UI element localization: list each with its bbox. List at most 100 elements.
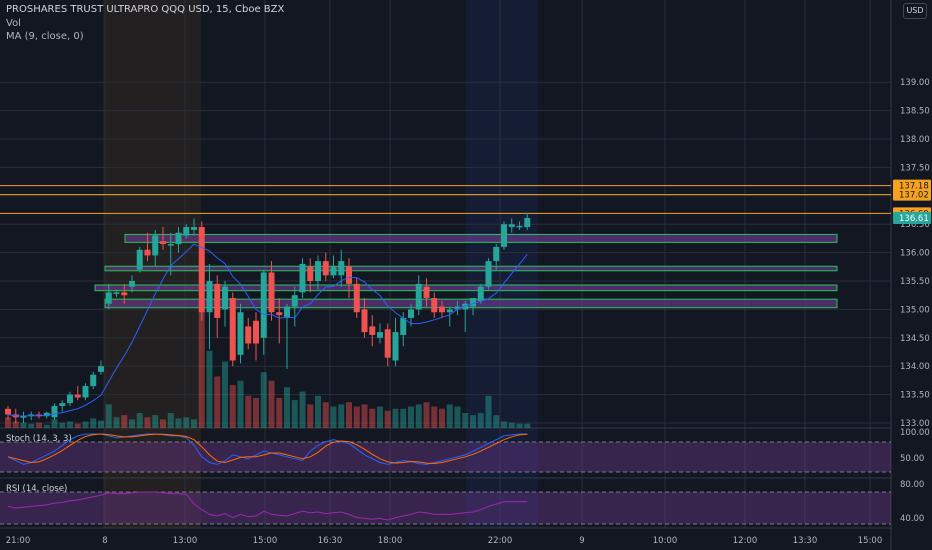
candle-body — [74, 394, 81, 398]
volume-bar — [392, 408, 399, 428]
candle-body — [291, 295, 298, 307]
candle-body — [330, 266, 337, 276]
candle-body — [82, 386, 89, 398]
candle-body — [198, 227, 205, 313]
candle-body — [43, 412, 50, 417]
volume-bar — [384, 410, 391, 428]
candle-body — [51, 405, 58, 418]
candle-body — [90, 374, 97, 387]
currency-button[interactable]: USD — [903, 3, 927, 19]
volume-bar — [524, 423, 531, 428]
candlesticks — [5, 212, 531, 423]
symbol-title[interactable]: PROSHARES TRUST ULTRAPRO QQQ USD, 15, Cb… — [6, 4, 285, 15]
volume-bar — [284, 387, 290, 428]
volume-bar — [408, 406, 414, 428]
moving-average-line — [7, 243, 528, 417]
zone-rectangle — [104, 265, 838, 272]
stoch-pane — [0, 433, 891, 473]
ma-legend[interactable]: MA (9, close, 0) — [6, 31, 84, 42]
candle-body — [206, 281, 213, 313]
volume-bar — [183, 417, 190, 428]
candle-body — [408, 309, 414, 318]
candle-body — [167, 244, 174, 246]
candle-body — [493, 246, 500, 262]
volume-bar — [377, 406, 383, 428]
candle-body — [307, 266, 314, 281]
volume-bar — [167, 412, 174, 428]
volume-bar — [214, 376, 221, 428]
price-tick-label: 138.00 — [900, 135, 930, 145]
volume-bar — [516, 423, 523, 428]
price-tick-label: 133.00 — [900, 419, 930, 429]
candle-body — [152, 235, 159, 256]
time-tick-label: 13:00 — [173, 536, 198, 546]
volume-bar — [90, 418, 97, 428]
ma-line — [7, 243, 528, 417]
volume-bar — [346, 402, 352, 428]
volume-bar — [268, 380, 275, 428]
price-badge — [893, 188, 931, 201]
time-tick-label: 12:00 — [733, 536, 758, 546]
rsi-tick-label: 80.00 — [900, 480, 924, 490]
volume-bar — [105, 404, 112, 428]
candle-body — [121, 292, 128, 296]
price-axis[interactable]: 133.00 133.50 134.00 134.50 135.00 135.50 136.… — [892, 0, 932, 550]
price-tick-label: 136.00 — [900, 249, 930, 259]
stoch-tick-label: 50.00 — [900, 454, 924, 464]
volume-bar — [431, 406, 438, 428]
candle-body — [229, 298, 236, 361]
volume-bar — [501, 421, 507, 428]
volume-bar — [276, 397, 283, 428]
rsi-tick-label: 40.00 — [900, 514, 924, 524]
volume-bar — [338, 404, 345, 428]
candle-body — [276, 312, 283, 316]
volume-bar — [260, 372, 267, 428]
stoch-legend[interactable]: Stoch (14, 3, 3) — [6, 434, 72, 444]
candle-body — [191, 227, 197, 230]
candle-body — [183, 227, 190, 236]
rsi-legend[interactable]: RSI (14, close) — [6, 484, 68, 494]
volume-bar — [222, 361, 228, 428]
volume-legend[interactable]: Vol — [6, 18, 21, 29]
volume-bar — [369, 408, 376, 428]
price-tick-label: 134.50 — [900, 334, 930, 344]
candle-body — [338, 261, 345, 276]
volume-bar — [454, 406, 461, 428]
volume-bar — [315, 395, 321, 428]
candle-body — [454, 306, 461, 310]
volume-bar — [136, 412, 143, 428]
volume-bar — [353, 406, 360, 428]
time-tick-label: 15:00 — [858, 536, 883, 546]
candle-body — [59, 403, 66, 406]
candle-body — [260, 272, 267, 338]
volume-bar — [113, 417, 120, 428]
candle-body — [384, 329, 391, 358]
price-tick-label: 135.00 — [900, 305, 930, 315]
volume-bar — [485, 395, 492, 428]
volume-bar — [253, 397, 259, 428]
volume-bar — [493, 415, 500, 428]
volume-bar — [98, 420, 104, 428]
candle-body — [144, 249, 151, 256]
time-tick-label: 15:00 — [253, 536, 278, 546]
time-axis[interactable]: 21:00 8 13:00 15:00 16:30 18:00 22:00 9 10:00 12:… — [6, 536, 883, 546]
candle-body — [284, 306, 290, 318]
candle-body — [431, 298, 438, 313]
price-tick-label: 135.50 — [900, 277, 930, 287]
volume-bar — [28, 423, 35, 428]
volume-bar — [129, 419, 135, 428]
candle-body — [400, 317, 407, 335]
candle-body — [129, 281, 135, 287]
volume-bar — [477, 412, 484, 428]
candle-body — [237, 312, 244, 355]
candle-body — [253, 320, 259, 344]
price-badge-label: 136.61 — [899, 214, 929, 224]
candle-body — [470, 298, 476, 307]
volume-bar — [152, 415, 159, 428]
horizontal-levels[interactable] — [0, 185, 891, 214]
rsi-pane — [0, 491, 891, 525]
stoch-d-line — [7, 433, 528, 465]
candle-body — [98, 366, 104, 372]
candle-body — [113, 292, 120, 294]
